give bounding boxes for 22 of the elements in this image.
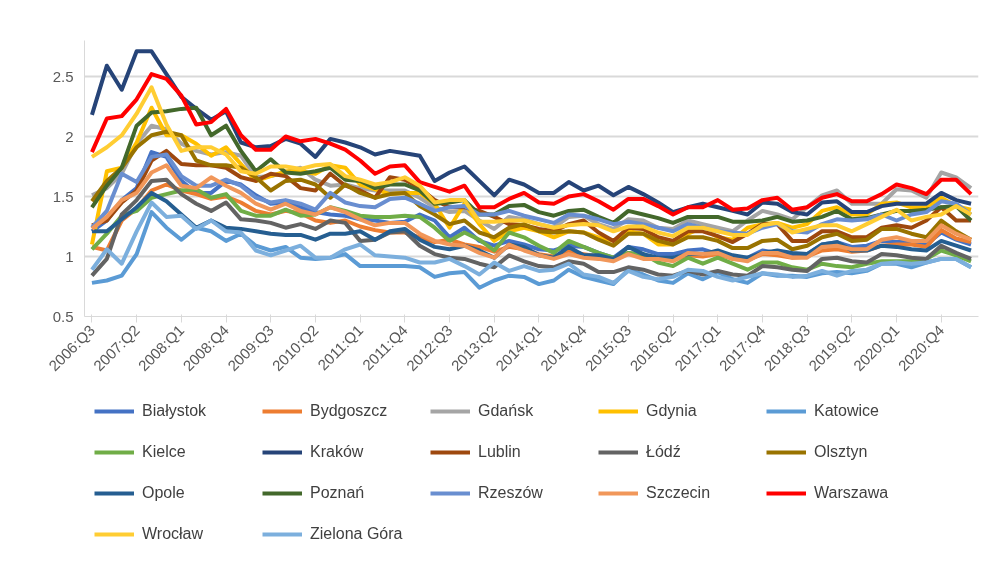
legend-label: Olsztyn bbox=[814, 442, 869, 462]
legend-label: Kielce bbox=[142, 442, 187, 462]
legend-label: Katowice bbox=[814, 401, 880, 421]
y-tick-label: 1 bbox=[65, 247, 74, 265]
legend-label: Gdańsk bbox=[478, 401, 535, 421]
y-tick-label: 2 bbox=[65, 127, 74, 145]
legend-label: Gdynia bbox=[646, 401, 698, 421]
legend-label: Rzeszów bbox=[478, 483, 544, 503]
legend-label: Poznań bbox=[310, 483, 366, 503]
legend-label: Łódź bbox=[646, 442, 682, 462]
legend-label: Opole bbox=[142, 483, 186, 503]
y-tick-label: 0.5 bbox=[52, 307, 74, 325]
legend-label: Warszawa bbox=[814, 483, 890, 503]
legend-label: Wrocław bbox=[142, 524, 205, 544]
legend-label: Kraków bbox=[310, 442, 365, 462]
y-tick-label: 1.5 bbox=[52, 187, 74, 205]
legend-label: Białystok bbox=[142, 401, 208, 421]
y-tick-label: 2.5 bbox=[52, 67, 74, 85]
legend-label: Bydgoszcz bbox=[310, 401, 389, 421]
legend-label: Zielona Góra bbox=[310, 524, 404, 544]
legend-label: Lublin bbox=[478, 442, 522, 462]
legend-label: Szczecin bbox=[646, 483, 712, 503]
